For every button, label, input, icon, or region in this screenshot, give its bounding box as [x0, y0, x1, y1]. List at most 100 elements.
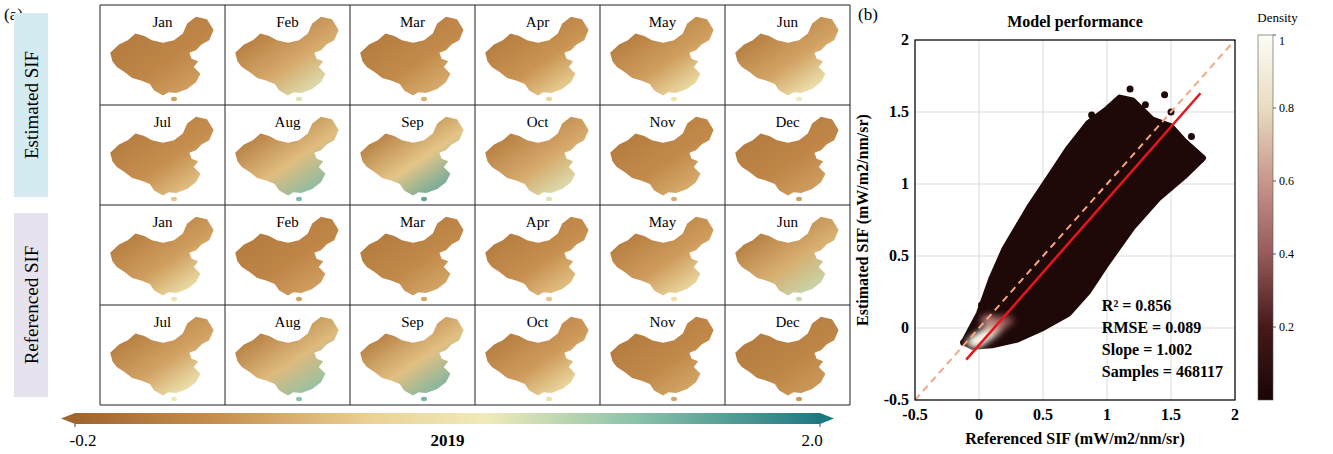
- map-island: [421, 197, 427, 201]
- map-island: [671, 97, 677, 101]
- month-label: Jun: [777, 214, 798, 230]
- fit-line: [966, 93, 1200, 359]
- figure: (a)Estimated SIFJanFebMarAprMayJunJulAug…: [0, 0, 1333, 454]
- grid-frame: [600, 5, 601, 405]
- month-label: Oct: [527, 314, 549, 330]
- month-label: May: [649, 214, 677, 230]
- map-island: [546, 297, 552, 301]
- point-cloud: [964, 98, 1203, 347]
- map-island: [296, 197, 302, 201]
- plot-frame: [915, 40, 1235, 400]
- month-label: Dec: [775, 314, 799, 330]
- plot-bg: [915, 40, 1235, 400]
- colorbar-tick-label: 1: [1279, 34, 1285, 48]
- row-label: Estimated SIF: [21, 51, 42, 159]
- colorbar-tick: [1273, 254, 1276, 255]
- x-tick-label: 1: [1103, 406, 1111, 423]
- map-island: [671, 297, 677, 301]
- colorbar-tick: [1273, 35, 1276, 36]
- month-label: Sep: [401, 114, 424, 130]
- month-label: Jun: [777, 14, 798, 30]
- x-tick-label: 1.5: [1161, 406, 1181, 423]
- y-tick-label: 1.5: [889, 103, 909, 120]
- x-tick-label: 0.5: [1033, 406, 1053, 423]
- month-label: Aug: [275, 114, 301, 130]
- month-label: Jul: [154, 314, 172, 330]
- x-tick-label: -0.5: [902, 406, 927, 423]
- y-tick-label: -0.5: [884, 391, 909, 408]
- month-label: Nov: [650, 314, 676, 330]
- map-island: [421, 397, 427, 401]
- point: [1188, 133, 1195, 140]
- row-label: Referenced SIF: [21, 246, 42, 365]
- colorbar-tick: [820, 424, 821, 427]
- month-label: Feb: [276, 14, 299, 30]
- colorbar-tick: [75, 424, 76, 427]
- grid-frame: [850, 5, 851, 405]
- x-tick-label: 2: [1231, 406, 1239, 423]
- y-tick-label: 0: [901, 319, 909, 336]
- grid-frame: [225, 5, 226, 405]
- grid-frame: [725, 5, 726, 405]
- map-island: [671, 397, 677, 401]
- map-island: [171, 297, 177, 301]
- colorbar-label: 2019: [431, 431, 465, 450]
- month-label: Apr: [526, 214, 549, 230]
- map-island: [796, 297, 802, 301]
- annotation: Slope = 1.002: [1102, 341, 1192, 359]
- month-label: Sep: [401, 314, 424, 330]
- point: [1127, 85, 1134, 92]
- colorbar-arrow: [820, 413, 834, 424]
- y-tick-label: 0.5: [889, 247, 909, 264]
- y-axis-title: Estimated SIF (mW/m2/nm/sr): [854, 114, 872, 326]
- annotation: RMSE = 0.089: [1102, 319, 1201, 336]
- map-island: [546, 97, 552, 101]
- colorbar-tick-label: 0.6: [1279, 174, 1294, 188]
- colorbar-label: Density: [1257, 10, 1298, 25]
- colorbar-tick-label: 2.0: [801, 431, 822, 450]
- colorbar: [1258, 35, 1273, 400]
- month-label: Apr: [526, 14, 549, 30]
- panel-label: (b): [858, 5, 878, 24]
- point: [978, 301, 985, 308]
- point: [1197, 156, 1204, 163]
- map-island: [171, 397, 177, 401]
- grid-frame: [100, 5, 101, 405]
- month-label: Oct: [527, 114, 549, 130]
- month-label: May: [649, 14, 677, 30]
- colorbar-arrow: [61, 413, 75, 424]
- map-island: [796, 197, 802, 201]
- plot-area: [915, 40, 1235, 400]
- row-label-box: [14, 213, 48, 397]
- y-tick-label: 1: [901, 175, 909, 192]
- month-label: Mar: [400, 214, 425, 230]
- colorbar-tick-label: 0.2: [1279, 320, 1294, 334]
- month-label: Nov: [650, 114, 676, 130]
- map-island: [421, 297, 427, 301]
- colorbar-tick: [1273, 108, 1276, 109]
- map-island: [171, 97, 177, 101]
- map-island: [171, 197, 177, 201]
- y-tick-label: 2: [901, 31, 909, 48]
- map-island: [296, 397, 302, 401]
- grid-line: [915, 112, 1235, 113]
- month-label: Mar: [400, 14, 425, 30]
- month-label: Jan: [153, 14, 173, 30]
- point: [1142, 101, 1149, 108]
- colorbar: [75, 413, 820, 424]
- colorbar-tick: [1273, 327, 1276, 328]
- map-island: [546, 197, 552, 201]
- month-label: Jan: [153, 214, 173, 230]
- month-label: Feb: [276, 214, 299, 230]
- colorbar-tick-label: -0.2: [70, 431, 97, 450]
- grid-frame: [350, 5, 351, 405]
- annotation: R² = 0.856: [1102, 297, 1171, 314]
- map-island: [671, 197, 677, 201]
- map-island: [296, 97, 302, 101]
- x-tick-label: 0: [975, 406, 983, 423]
- title: Model performance: [1007, 13, 1143, 31]
- reference-line: [915, 40, 1235, 400]
- colorbar-tick: [1273, 181, 1276, 182]
- map-island: [296, 297, 302, 301]
- grid-frame: [475, 5, 476, 405]
